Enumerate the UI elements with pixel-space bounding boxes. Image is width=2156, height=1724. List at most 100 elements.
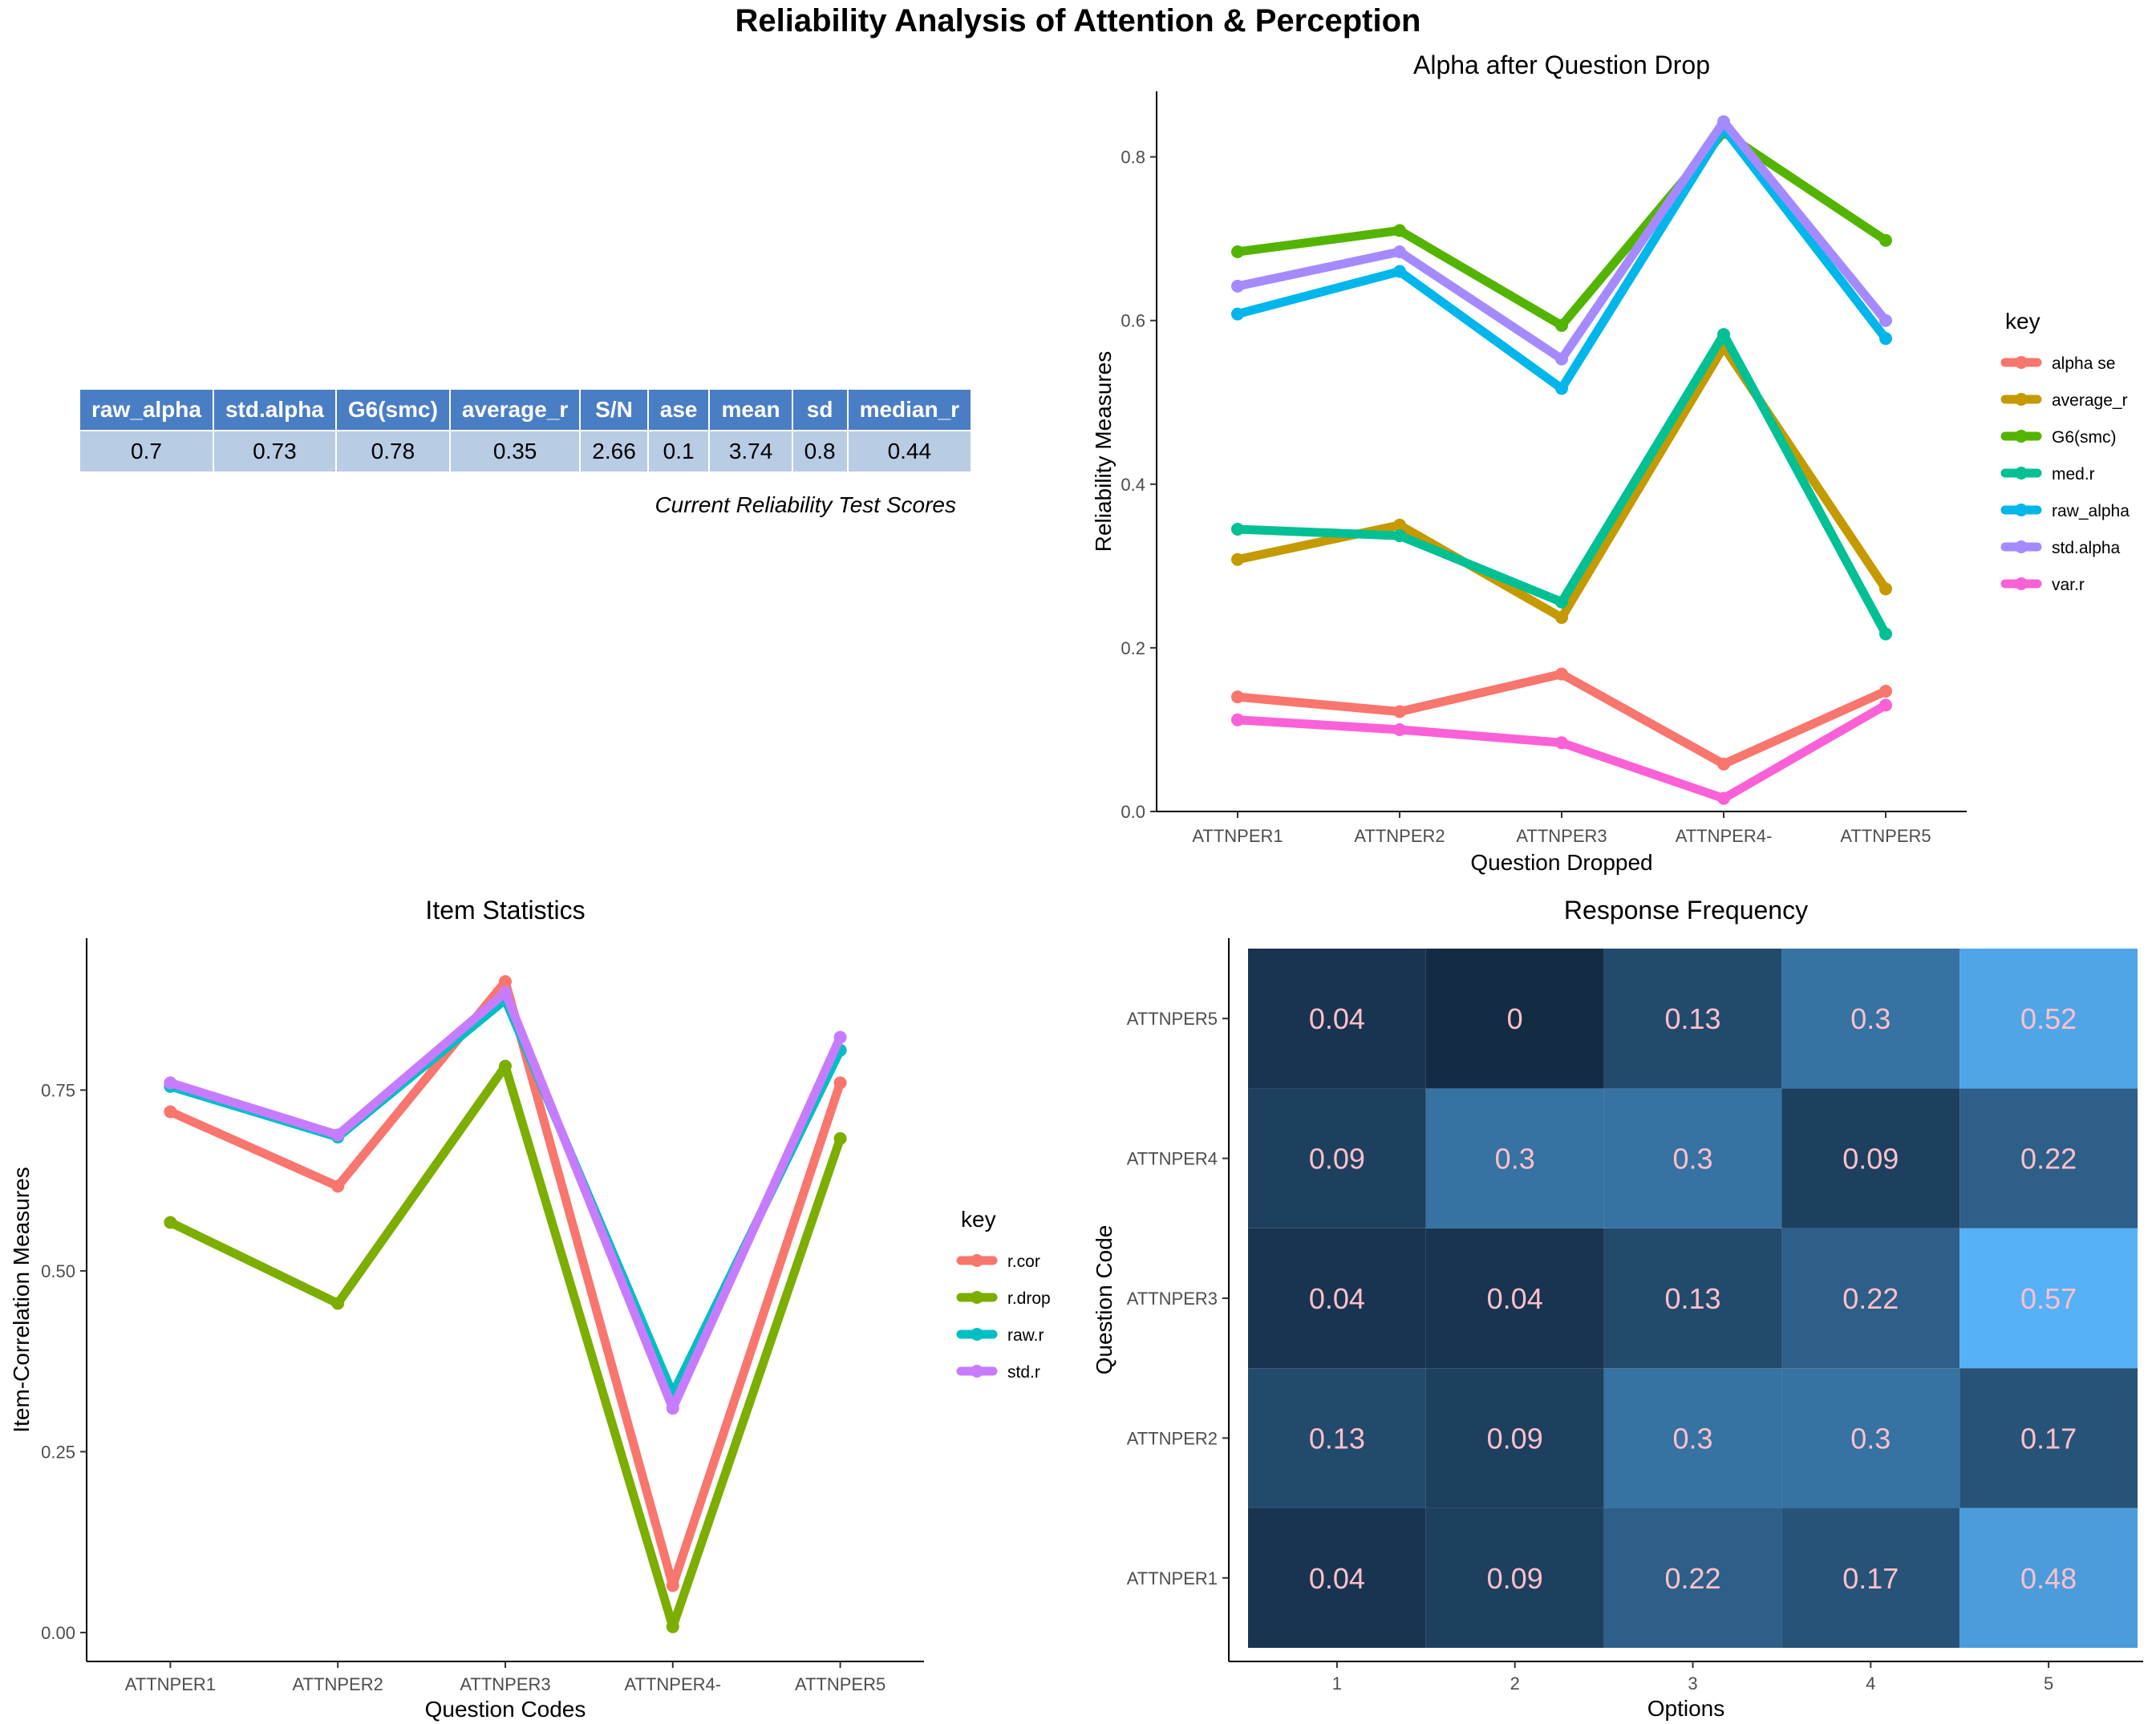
heatmap-cell-label: 0.04	[1487, 1282, 1543, 1315]
data-point	[666, 1620, 679, 1633]
x-tick-label: 5	[2044, 1673, 2053, 1694]
y-tick-label: ATTNPER3	[1127, 1289, 1218, 1309]
heatmap-cell-label: 0.09	[1487, 1562, 1543, 1595]
legend-title: key	[2005, 309, 2040, 334]
heatmap-cell	[1603, 1368, 1782, 1508]
reliability-score-table: raw_alpha std.alpha G6(smc) average_r S/…	[80, 390, 973, 471]
heatmap-cell	[1425, 1228, 1604, 1369]
heatmap-cell	[1248, 1507, 1426, 1648]
table-header-cell: G6(smc)	[335, 390, 451, 431]
heatmap-cell	[1603, 1228, 1782, 1369]
legend-key-dot	[2015, 577, 2028, 590]
y-tick-label: 0.50	[41, 1261, 75, 1281]
heatmap-cell	[1425, 1368, 1604, 1508]
table-header-row: raw_alpha std.alpha G6(smc) average_r S/…	[80, 390, 973, 431]
heatmap-cell	[1781, 1368, 1960, 1508]
x-tick-label: 2	[1510, 1673, 1520, 1694]
data-point	[1393, 705, 1406, 718]
heatmap-cell-label: 0.13	[1664, 1282, 1720, 1315]
data-point	[1393, 245, 1406, 259]
table-cell: 2.66	[580, 430, 649, 471]
legend-label: r.drop	[1007, 1289, 1051, 1308]
legend-key-dot	[2015, 467, 2028, 480]
chart-title: Response Frequency	[1564, 896, 1808, 925]
data-point	[1393, 224, 1406, 237]
data-point	[1231, 522, 1244, 536]
table-header-cell: std.alpha	[213, 390, 337, 431]
data-point	[1393, 529, 1406, 543]
table-header-cell: raw_alpha	[80, 390, 214, 431]
data-point	[1879, 314, 1892, 327]
x-tick-label: ATTNPER5	[795, 1674, 886, 1694]
y-tick-label: ATTNPER1	[1127, 1568, 1218, 1588]
legend-key-dot	[2015, 356, 2028, 369]
series-line	[165, 988, 845, 1413]
y-tick-label: 0.0	[1121, 802, 1145, 822]
heatmap-cell-label: 0.22	[2020, 1143, 2077, 1176]
heatmap-cell-label: 0.3	[1850, 1422, 1891, 1455]
x-tick-label: 1	[1332, 1673, 1342, 1694]
heatmap-cell	[1781, 949, 1960, 1089]
y-tick-label: ATTNPER5	[1127, 1009, 1218, 1029]
heatmap-cell-label: 0.04	[1309, 1282, 1365, 1315]
data-point	[331, 1180, 345, 1193]
heatmap-cell	[1959, 1088, 2138, 1228]
table-header-cell: average_r	[449, 390, 582, 431]
legend-label: average_r	[2052, 391, 2128, 410]
data-point	[1717, 757, 1730, 771]
data-point	[331, 1128, 345, 1142]
data-point	[1555, 318, 1568, 332]
data-point	[666, 1579, 679, 1592]
y-tick-label: 0.25	[41, 1442, 75, 1462]
legend-label: med.r	[2052, 465, 2095, 484]
x-tick-label: ATTNPER2	[293, 1674, 383, 1694]
table-cell: 0.44	[847, 430, 973, 471]
data-point	[1231, 307, 1244, 321]
series-line	[1233, 330, 1891, 639]
x-tick-label: ATTNPER2	[1354, 826, 1445, 846]
heatmap-cell	[1248, 1368, 1426, 1508]
heatmap-cell-label: 0.04	[1309, 1562, 1365, 1595]
data-point	[1231, 690, 1244, 704]
table-cell: 0.73	[213, 430, 337, 471]
y-tick-label: 0.8	[1121, 148, 1145, 168]
series-line	[1233, 127, 1891, 330]
data-point	[499, 1059, 512, 1073]
y-tick-label: 0.75	[41, 1080, 75, 1100]
legend-key-dot	[2015, 393, 2028, 406]
data-point	[1231, 552, 1244, 566]
heatmap-cell	[1781, 1088, 1960, 1228]
legend-key-dot	[2015, 504, 2028, 516]
data-point	[1879, 582, 1892, 596]
heatmap-cell	[1425, 949, 1604, 1089]
table-caption: Current Reliability Test Scores	[654, 492, 956, 517]
legend-key-dot	[971, 1291, 983, 1304]
table-header-cell: S/N	[580, 390, 649, 431]
heatmap-cell	[1603, 1088, 1782, 1228]
y-tick-label: ATTNPER2	[1127, 1428, 1218, 1448]
heatmap-cell-label: 0	[1507, 1002, 1523, 1035]
table-cell: 0.7	[80, 430, 214, 471]
heatmap-cell	[1603, 949, 1782, 1089]
x-tick-label: ATTNPER1	[1192, 826, 1283, 846]
y-tick-label: 0.6	[1121, 311, 1145, 331]
data-point	[331, 1297, 345, 1310]
data-point	[164, 1216, 177, 1229]
x-tick-label: 4	[1866, 1673, 1875, 1694]
heatmap-cell	[1781, 1228, 1960, 1369]
x-tick-label: ATTNPER3	[460, 1674, 550, 1694]
heatmap-cell	[1959, 1228, 2138, 1369]
heatmap-cell	[1425, 1088, 1604, 1228]
series-line	[165, 995, 845, 1398]
x-tick-label: ATTNPER4-	[1676, 826, 1773, 846]
y-axis-label: Reliability Measures	[1091, 351, 1116, 552]
x-tick-label: ATTNPER3	[1516, 826, 1607, 846]
y-axis-label: Item-Correlation Measures	[9, 1167, 34, 1432]
data-point	[1393, 265, 1406, 278]
data-point	[1231, 713, 1244, 726]
series-line	[1233, 670, 1891, 769]
legend-key-dot	[971, 1254, 983, 1267]
data-point	[1555, 611, 1568, 625]
heatmap-cell-label: 0.09	[1487, 1422, 1543, 1455]
chart-title: Alpha after Question Drop	[1413, 51, 1710, 79]
